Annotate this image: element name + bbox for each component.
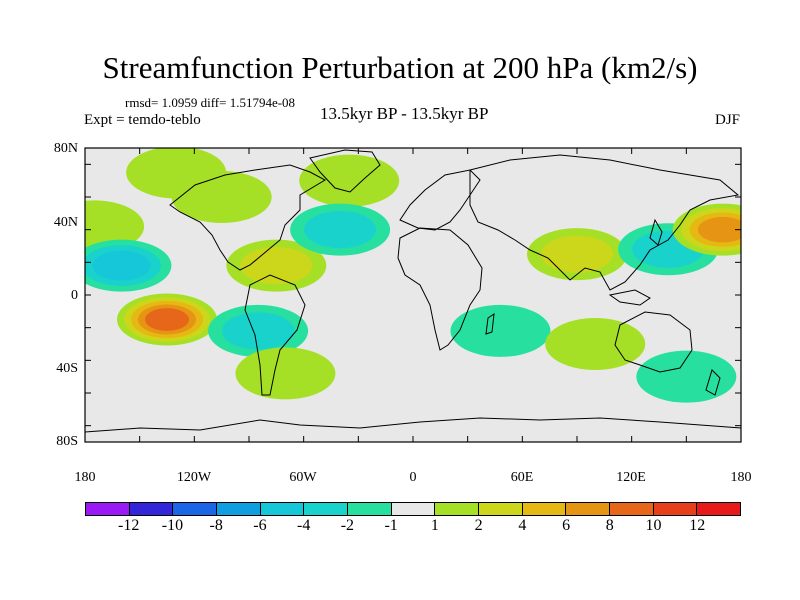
colorbar-swatch [348, 503, 392, 515]
y-tick-label: 40N [53, 215, 78, 230]
colorbar-label: 10 [645, 517, 662, 534]
y-tick-label: 0 [71, 288, 78, 303]
colorbar-swatch [217, 503, 261, 515]
anomaly-contour [304, 211, 377, 249]
colorbar-swatch [391, 503, 436, 515]
colorbar-swatch [610, 503, 654, 515]
colorbar-swatch [566, 503, 611, 515]
x-tick-label: 60W [289, 470, 317, 485]
season-label: DJF [714, 112, 740, 128]
colorbar-label: -6 [253, 517, 267, 534]
coastlines [85, 149, 741, 433]
colorbar-label: -2 [340, 517, 355, 534]
colorbar-swatch [86, 503, 130, 515]
anomaly-contour [85, 200, 145, 253]
colorbar-label: 1 [430, 517, 439, 534]
colorbar-swatch [173, 503, 218, 515]
experiment-label: Expt = temdo-teblo [84, 112, 201, 128]
y-tick-label: 40S [56, 361, 78, 376]
anomaly-contour [235, 347, 336, 400]
anomaly-contour [240, 246, 313, 285]
anomaly-contour [697, 216, 741, 243]
x-tick-label: 180 [74, 470, 96, 485]
chart-title: Streamfunction Perturbation at 200 hPa (… [102, 50, 698, 85]
colorbar-label: 6 [562, 517, 571, 534]
colorbar-swatch [697, 503, 741, 515]
x-tick-label: 120W [176, 470, 212, 485]
anomaly-contour [541, 235, 613, 273]
colorbar-label: 4 [518, 517, 527, 534]
colorbar-swatch [304, 503, 349, 515]
colorbar-swatch [129, 503, 174, 515]
x-tick-label: 0 [409, 470, 417, 485]
anomaly-contour [450, 304, 551, 357]
y-tick-label: 80N [53, 141, 78, 156]
x-tick-label: 120E [616, 470, 646, 485]
anomaly-contour [636, 350, 737, 403]
stats-label: rmsd= 1.0959 diff= 1.51794e-08 [125, 95, 296, 110]
colorbar-label: -8 [209, 517, 223, 534]
colorbar-swatch [522, 503, 567, 515]
x-tick-label: 180 [730, 470, 752, 485]
anomaly-contour [145, 308, 189, 331]
colorbar-label: -4 [296, 517, 311, 534]
y-tick-label: 80S [56, 434, 78, 449]
anomaly-contour [299, 154, 400, 207]
anomaly-contour [545, 318, 646, 370]
colorbar-label: -10 [161, 517, 184, 534]
colorbar-label: 2 [474, 517, 483, 534]
colorbar-swatch [479, 503, 523, 515]
colorbar-label: -1 [384, 517, 398, 534]
anomaly-contour [92, 250, 151, 281]
colorbar [85, 502, 741, 516]
colorbar-label: 8 [605, 517, 614, 534]
colorbar-label: 12 [689, 517, 706, 534]
anomaly-layer [85, 148, 741, 403]
colorbar-label: -12 [118, 517, 140, 534]
x-tick-label: 60E [510, 470, 534, 485]
tick-marks [84, 148, 742, 442]
colorbar-swatch [435, 503, 480, 515]
anomaly-contour [222, 312, 295, 350]
colorbar-swatch [260, 503, 305, 515]
period-label: 13.5kyr BP - 13.5kyr BP [320, 104, 489, 123]
colorbar-swatch [653, 503, 698, 515]
